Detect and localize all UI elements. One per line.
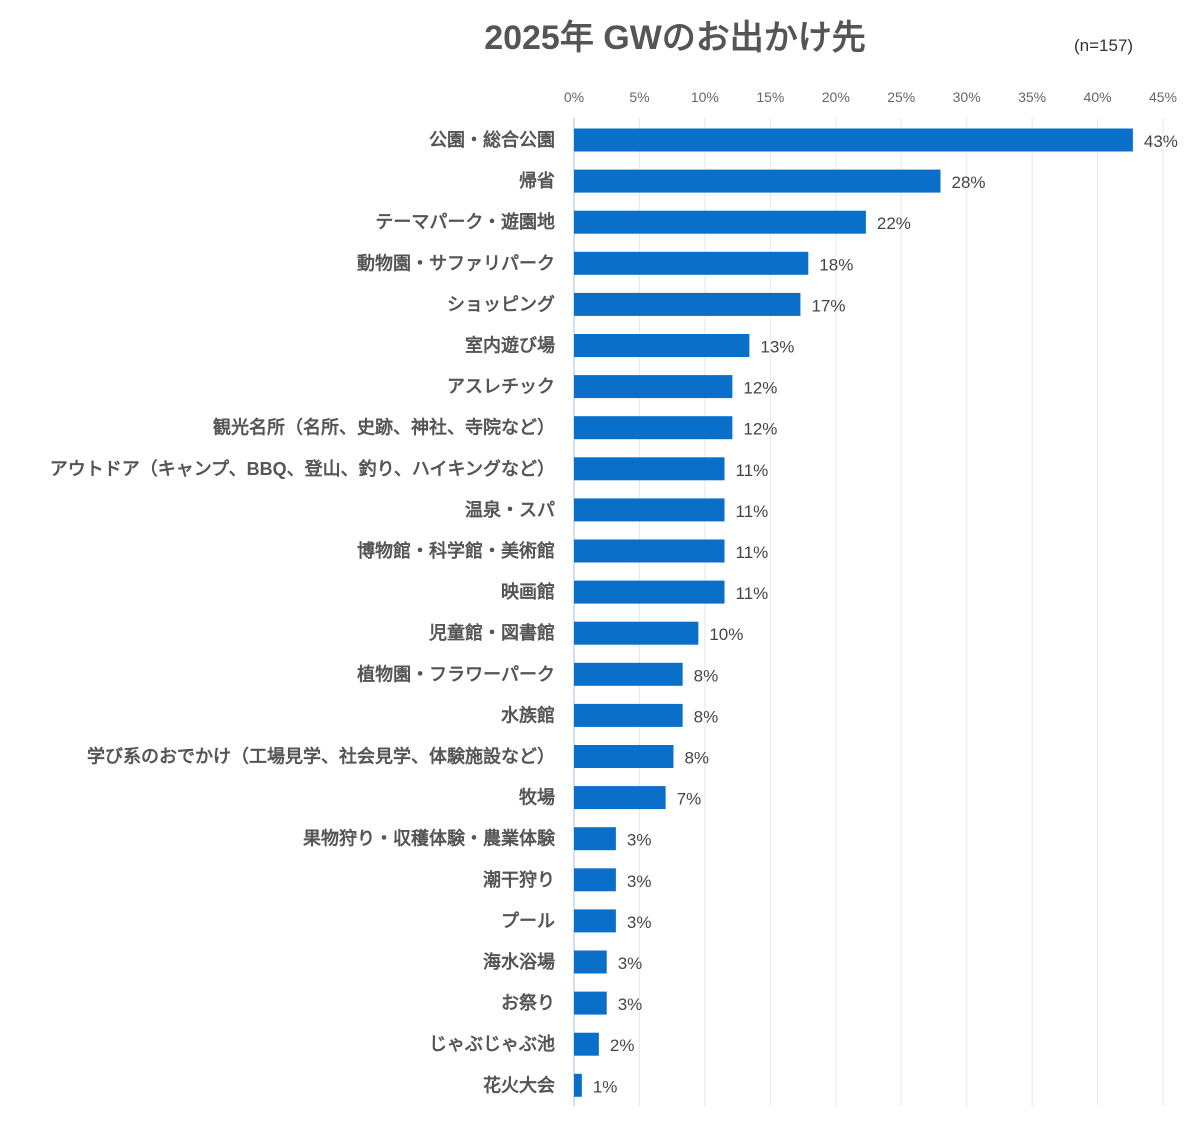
data-label: 8% (684, 749, 709, 768)
bar (574, 416, 733, 440)
data-label: 2% (610, 1036, 635, 1055)
bar (574, 786, 666, 810)
tick-label: 20% (822, 89, 850, 105)
tick-label: 15% (756, 89, 784, 105)
bar (574, 334, 750, 357)
data-label: 11% (736, 502, 769, 521)
data-label: 10% (709, 625, 743, 644)
category-label: 水族館 (501, 704, 555, 725)
category-label: アウトドア（キャンプ、BBQ、登山、釣り、ハイキングなど） (50, 458, 555, 479)
sample-size: (n=157) (1074, 36, 1134, 55)
data-label: 8% (694, 707, 719, 726)
category-label: 帰省 (519, 170, 555, 191)
data-label: 3% (618, 954, 643, 973)
category-label: じゃぶじゃぶ池 (429, 1033, 555, 1054)
bar (574, 251, 809, 275)
category-label: 潮干狩り (483, 869, 555, 890)
category-label: アスレチック (447, 377, 555, 397)
data-label: 28% (951, 173, 985, 192)
data-label: 3% (627, 913, 652, 932)
tick-label: 40% (1084, 89, 1112, 105)
data-label: 11% (736, 584, 769, 603)
category-label: プール (501, 910, 555, 931)
data-label: 17% (811, 296, 845, 315)
data-label: 8% (694, 666, 719, 685)
bar (574, 292, 801, 316)
bar (574, 1032, 599, 1056)
data-label: 13% (760, 338, 794, 357)
category-label: テーマパーク・遊園地 (375, 211, 555, 232)
tick-label: 45% (1149, 89, 1177, 105)
chart-title: 2025年 GWのお出かけ先 (484, 19, 866, 57)
tick-label: 25% (887, 89, 915, 105)
bar (574, 827, 616, 851)
tick-label: 35% (1018, 89, 1046, 105)
category-label: 映画館 (501, 581, 555, 602)
category-label: 果物狩り・収穫体験・農業体験 (302, 828, 556, 849)
bar (574, 909, 616, 933)
bar (574, 1073, 582, 1097)
bar (574, 621, 699, 645)
data-label: 12% (743, 420, 777, 439)
category-label: 植物園・フラワーパーク (357, 663, 555, 684)
data-label: 11% (736, 461, 769, 480)
bar (574, 210, 866, 234)
bar (574, 662, 683, 686)
data-label: 11% (736, 543, 769, 562)
data-label: 3% (618, 995, 643, 1014)
data-label: 18% (819, 255, 853, 274)
data-label: 43% (1144, 132, 1178, 151)
bar (574, 498, 725, 522)
tick-label: 30% (953, 89, 981, 105)
category-label: 公園・総合公園 (429, 129, 555, 150)
tick-label: 5% (629, 89, 649, 105)
category-label: 牧場 (519, 787, 555, 808)
bar (574, 950, 607, 974)
bar (574, 539, 725, 563)
bar (574, 991, 607, 1015)
data-label: 3% (627, 831, 652, 850)
data-label: 22% (877, 214, 911, 233)
bar (574, 580, 725, 604)
bar (574, 703, 683, 727)
category-label: 温泉・スパ (465, 499, 555, 520)
data-label: 1% (593, 1077, 618, 1096)
data-label: 7% (677, 790, 702, 809)
category-label: 博物館・科学館・美術館 (357, 540, 555, 561)
category-label: 海水浴場 (483, 951, 555, 972)
tick-label: 10% (691, 89, 719, 105)
bar (574, 745, 674, 768)
data-label: 12% (743, 379, 777, 398)
category-label: ショッピング (447, 293, 555, 314)
bar (574, 457, 725, 481)
category-label: 動物園・サファリパーク (357, 252, 555, 273)
bar (574, 128, 1133, 152)
category-label: 観光名所（名所、史跡、神社、寺院など） (213, 417, 555, 438)
category-label: 室内遊び場 (465, 335, 555, 356)
category-label: 花火大会 (483, 1074, 555, 1095)
data-label: 3% (627, 872, 652, 891)
bar (574, 868, 616, 892)
category-label: 児童館・図書館 (428, 622, 555, 643)
bar (574, 169, 941, 193)
category-label: 学び系のおでかけ（工場見学、社会見学、体験施設など） (87, 746, 555, 767)
category-label: お祭り (501, 992, 555, 1013)
tick-label: 0% (564, 89, 584, 105)
bar (574, 375, 733, 399)
